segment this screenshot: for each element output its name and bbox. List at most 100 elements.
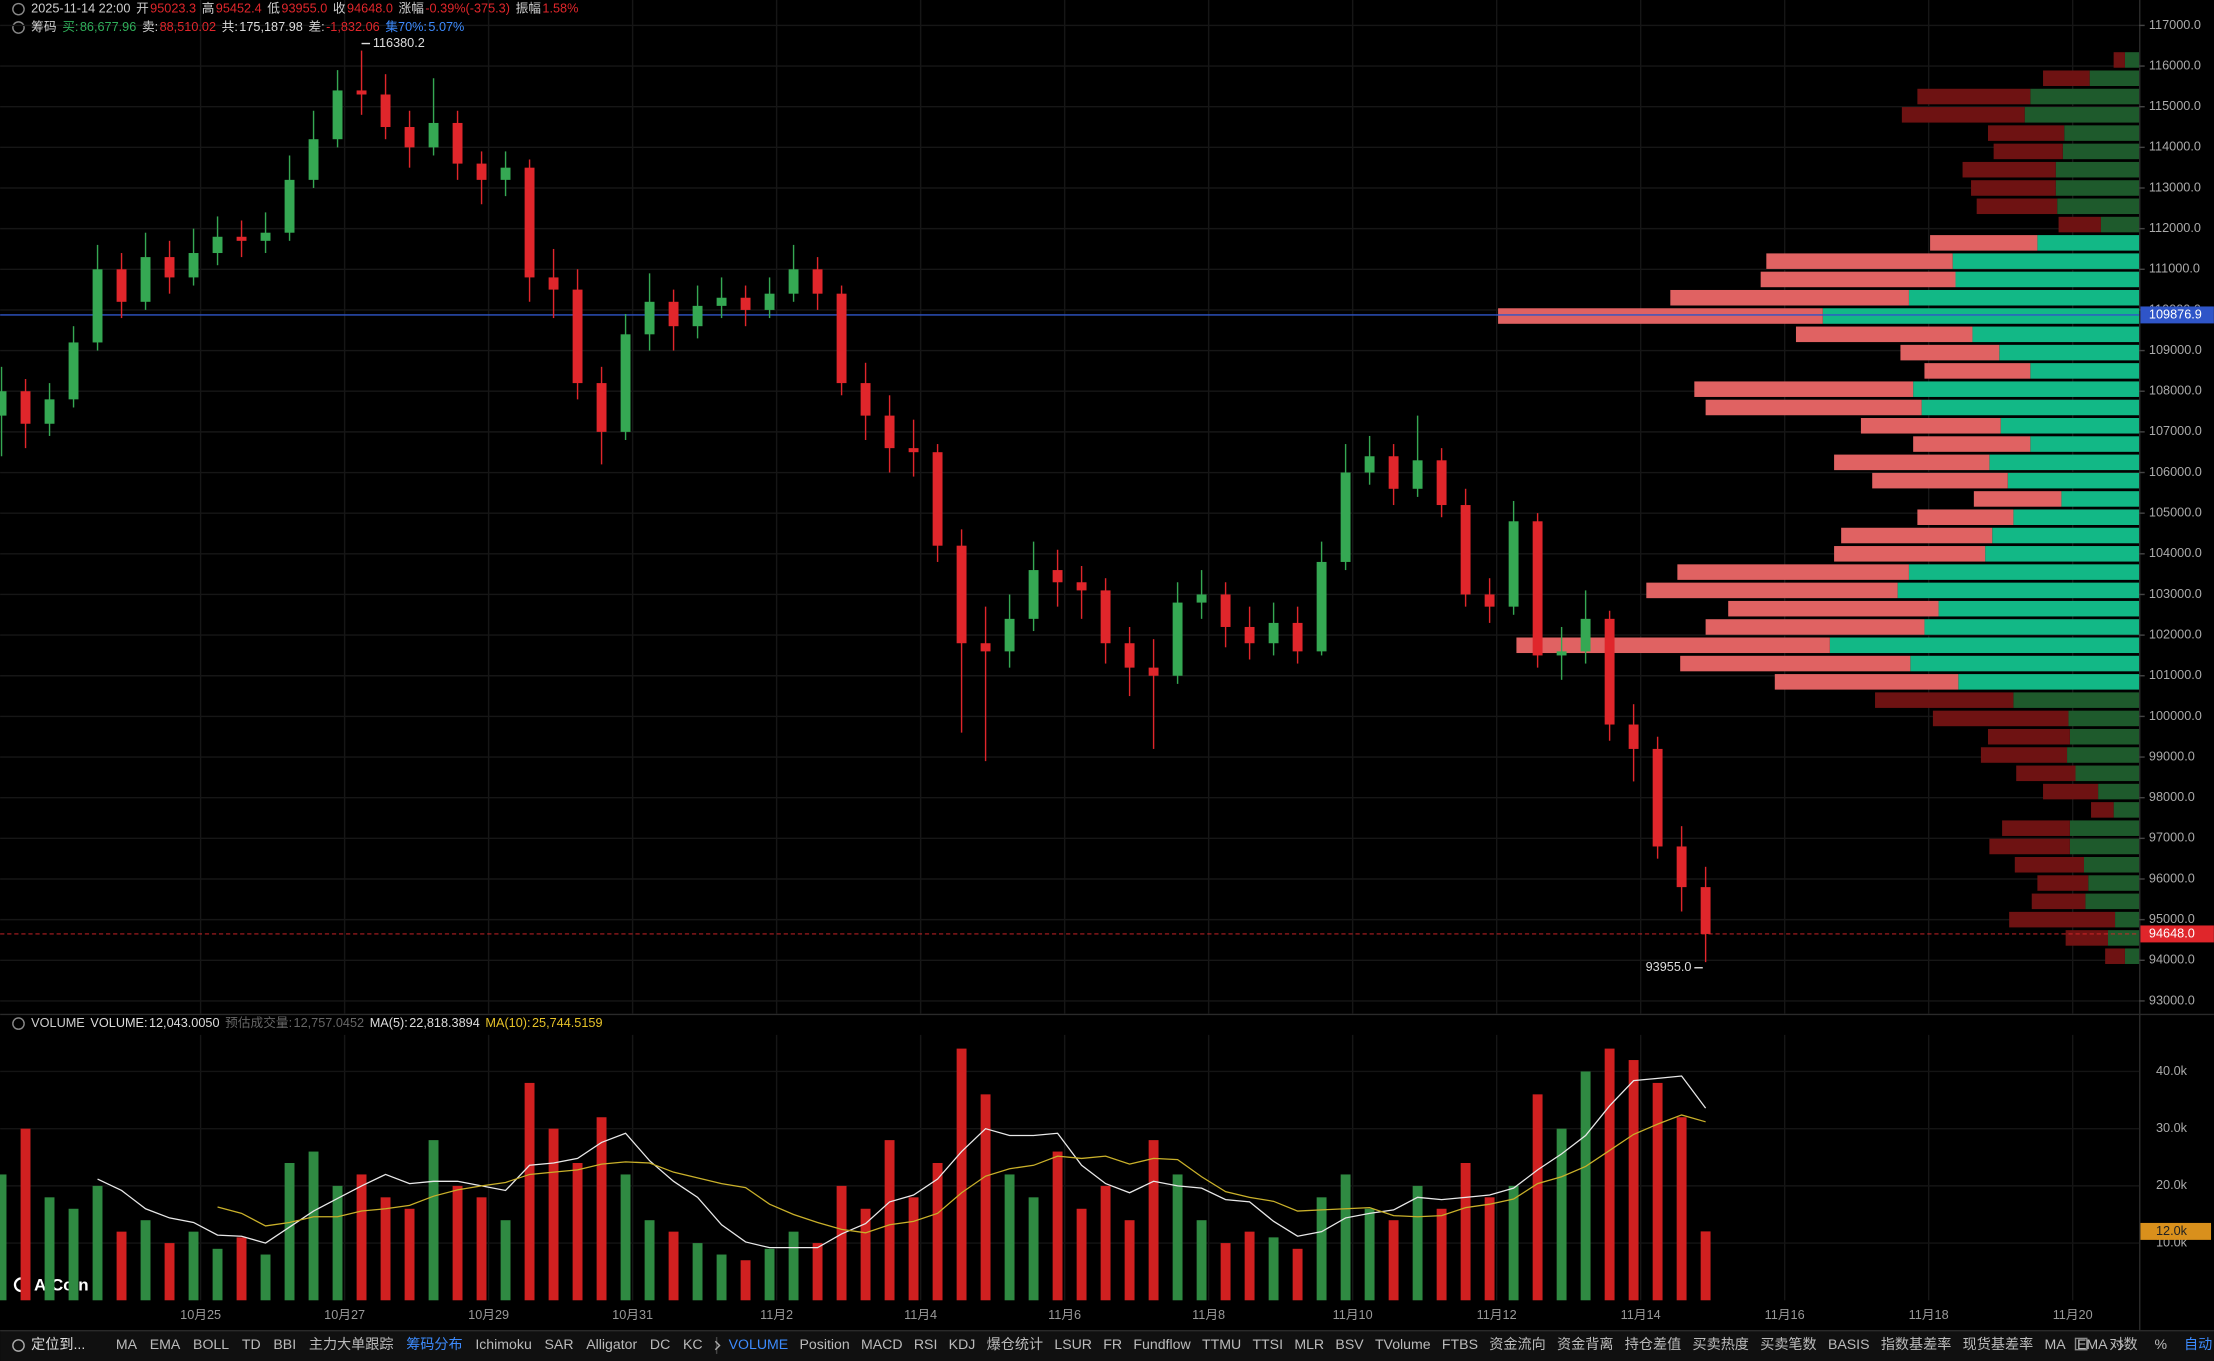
profile-sell [1980, 747, 2068, 763]
y-tick-label: 117000.0 [2149, 18, 2201, 32]
volume-bar [116, 1231, 127, 1301]
toolbar-item[interactable]: MLR [1294, 1336, 1324, 1352]
toolbar-item[interactable]: MA [2045, 1336, 2067, 1352]
toolbar-item[interactable]: TTMU [1202, 1336, 1241, 1352]
profile-sell [2016, 765, 2076, 782]
candle-body [1676, 846, 1687, 888]
profile-buy [1908, 564, 2140, 580]
candle-body [668, 301, 679, 327]
volume-bar [1484, 1197, 1495, 1301]
profile-sell [1987, 125, 2065, 141]
candle-body [92, 269, 103, 343]
profile-buy [2069, 820, 2140, 836]
y-tick-label: 111000.0 [2149, 262, 2200, 276]
chevron[interactable] [2118, 1340, 2125, 1351]
profile-sell [1989, 838, 2070, 855]
profile-sell [1694, 381, 1914, 397]
toolbar-item[interactable]: 买卖热度 [1692, 1336, 1748, 1352]
volume-bar [1316, 1197, 1327, 1301]
y-tick-label: 96000.0 [2149, 871, 2195, 885]
toolbar-item[interactable]: BOLL [193, 1336, 229, 1352]
profile-sell [1932, 710, 2069, 727]
toolbar-item[interactable]: 对数 [2109, 1336, 2137, 1352]
volume-bar [1580, 1071, 1591, 1301]
collapse-icon[interactable] [12, 1017, 25, 1030]
volume-bar [860, 1208, 871, 1301]
candle-body [1700, 887, 1711, 934]
collapse-icon[interactable] [12, 2, 25, 16]
toolbar-item[interactable]: Position [800, 1336, 850, 1352]
toolbar-item[interactable]: TTSI [1252, 1336, 1283, 1352]
toolbar-item[interactable]: SAR [545, 1336, 574, 1352]
toolbar-item[interactable]: FR [1103, 1336, 1122, 1352]
candle-body [476, 163, 487, 180]
field-value: 5.07% [428, 20, 464, 34]
toolbar-item[interactable]: 买卖笔数 [1760, 1336, 1816, 1352]
profile-sell [1917, 509, 2014, 525]
toolbar-item[interactable]: MA [116, 1336, 138, 1352]
candle-body [956, 545, 967, 644]
profile-sell [2031, 893, 2086, 910]
candle-body [1100, 590, 1111, 644]
toolbar-item[interactable]: EMA [2077, 1336, 2108, 1352]
toolbar-item[interactable]: 主力大单跟踪 [309, 1336, 394, 1352]
toolbar-item[interactable]: VOLUME [729, 1336, 789, 1352]
volume-bar [1220, 1243, 1231, 1301]
candle-body [1388, 456, 1399, 489]
toolbar-item[interactable]: KC [683, 1336, 703, 1352]
candle-body [44, 399, 55, 424]
toolbar-item[interactable]: Fundflow [1133, 1336, 1191, 1352]
toolbar-item[interactable]: LSUR [1054, 1336, 1092, 1352]
profile-buy [1955, 271, 2140, 288]
toolbar-item[interactable]: 爆仓统计 [987, 1336, 1043, 1352]
toolbar-item[interactable]: BASIS [1828, 1336, 1870, 1352]
field-value: 1.58% [542, 2, 578, 16]
toolbar-item[interactable]: KDJ [949, 1336, 976, 1352]
toolbar-item[interactable]: 现货基差率 [1963, 1336, 2034, 1352]
volume-bar [500, 1220, 511, 1301]
profile-sell [2009, 911, 2116, 928]
profile-buy [2107, 930, 2140, 946]
profile-buy [2024, 107, 2140, 123]
toolbar-item[interactable]: Ichimoku [475, 1336, 531, 1352]
toolbar-item[interactable]: 资金背离 [1557, 1336, 1613, 1352]
toolbar-item[interactable]: % [2155, 1336, 2168, 1352]
expand-icon[interactable] [2074, 1337, 2088, 1351]
chevron[interactable] [714, 1340, 721, 1351]
toolbar-item[interactable]: BBI [273, 1336, 296, 1352]
candle-body [524, 167, 535, 278]
profile-buy [1913, 381, 2140, 397]
toolbar-item[interactable]: BSV [1335, 1336, 1364, 1352]
toolbar-item[interactable]: 指数基差率 [1881, 1336, 1952, 1352]
toolbar-item[interactable]: 筹码分布 [406, 1336, 462, 1352]
candle-body [812, 269, 823, 294]
toolbar-item[interactable]: 自动 [2184, 1336, 2212, 1352]
profile-buy [2088, 875, 2140, 891]
volume-bar [668, 1231, 679, 1301]
x-tick-label: 11月18 [1909, 1308, 1949, 1322]
y-tick-label: 97000.0 [2149, 831, 2195, 845]
volume-bar [1628, 1060, 1639, 1301]
locate-button[interactable]: 定位到... [31, 1336, 85, 1352]
toolbar-item[interactable]: 持仓差值 [1625, 1336, 1681, 1352]
toolbar-item[interactable]: DC [650, 1336, 670, 1352]
volume-bar [1244, 1231, 1255, 1301]
y-tick-label: 116000.0 [2149, 58, 2201, 72]
toolbar-item[interactable]: 资金流向 [1489, 1336, 1545, 1352]
volume-bar [1196, 1220, 1207, 1301]
candle-body [1412, 460, 1423, 489]
toolbar-item[interactable]: TVolume [1375, 1336, 1431, 1352]
toolbar-item[interactable]: EMA [150, 1336, 181, 1352]
toolbar-item[interactable]: MACD [861, 1336, 903, 1352]
collapse-icon[interactable] [12, 21, 25, 34]
toolbar-item[interactable]: Alligator [586, 1336, 637, 1352]
volume-bar [740, 1260, 751, 1301]
locate-icon[interactable] [12, 1339, 25, 1352]
toolbar-item[interactable]: FTBS [1442, 1336, 1478, 1352]
profile-buy [2061, 491, 2140, 507]
candle-body [692, 305, 703, 327]
toolbar-item[interactable]: TD [242, 1336, 261, 1352]
volume-bar [1460, 1163, 1471, 1301]
toolbar-item[interactable]: RSI [914, 1336, 938, 1352]
candle-body [764, 293, 775, 310]
